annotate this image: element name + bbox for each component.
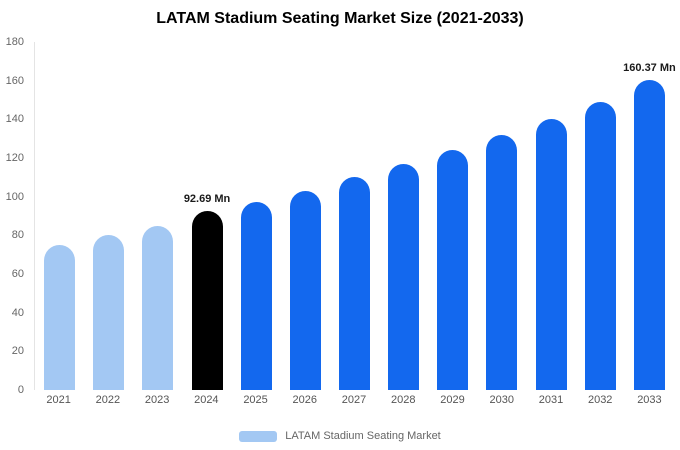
bar-column [84,42,133,390]
x-tick-label: 2024 [194,394,219,406]
bar [240,202,272,390]
bar [191,210,223,390]
bar [535,119,567,390]
x-tick-label: 2028 [391,394,416,406]
x-tick-label: 2021 [46,394,71,406]
legend-swatch [239,430,278,442]
bar-column: 92.69 Mn [182,42,231,390]
plot-area: 92.69 Mn 160.37 Mn [34,42,676,390]
y-tick-label: 140 [5,113,24,126]
x-axis: 2021 2022 2023 2024 2025 2026 2027 2028 2029 2030… [34,394,674,412]
y-tick-label: 100 [5,190,24,203]
bar-column: 160.37 Mn [623,42,676,390]
bar [289,190,321,390]
legend: LATAM Stadium Seating Market [0,430,680,442]
bar-column [576,42,625,390]
bar [633,79,665,390]
bar-column [330,42,379,390]
bar [93,235,125,390]
bar-column [232,42,281,390]
y-axis: 0 20 40 60 80 100 120 140 160 180 [0,36,30,396]
y-tick-label: 60 [11,268,24,280]
x-tick-label: 2023 [144,394,170,406]
y-tick-label: 160 [5,74,24,87]
bar-column [477,42,526,390]
x-tick-label: 2026 [292,394,318,406]
bar-column [281,42,330,390]
bar [339,177,371,390]
bar [388,163,420,390]
bar-column [35,42,84,390]
bars-container: 92.69 Mn 160.37 Mn [35,42,676,390]
y-tick-label: 120 [5,152,24,164]
x-tick-label: 2031 [538,394,564,406]
legend-label: LATAM Stadium Seating Market [285,430,441,442]
bar-value-label: 160.37 Mn [623,61,676,74]
x-tick-label: 2022 [95,394,121,406]
y-tick-label: 40 [11,306,24,319]
x-tick-label: 2029 [440,394,465,406]
bar [486,134,518,390]
bar-column [379,42,428,390]
y-tick-label: 80 [11,229,24,242]
bar-column [527,42,576,390]
bar [584,101,616,390]
bar-value-label: 92.69 Mn [183,192,231,205]
bar [437,150,469,390]
x-tick-label: 2027 [341,394,367,406]
x-tick-label: 2025 [243,394,268,406]
x-tick-label: 2030 [489,394,514,406]
x-tick-label: 2033 [637,394,662,406]
bar [44,245,76,390]
x-tick-label: 2032 [587,394,613,406]
y-tick-label: 180 [5,36,24,48]
y-tick-label: 0 [17,384,24,396]
bar [142,225,174,390]
chart-title: LATAM Stadium Seating Market Size (2021-… [156,10,524,27]
bar-column [428,42,477,390]
bar-column [133,42,182,390]
y-tick-label: 20 [11,345,24,358]
